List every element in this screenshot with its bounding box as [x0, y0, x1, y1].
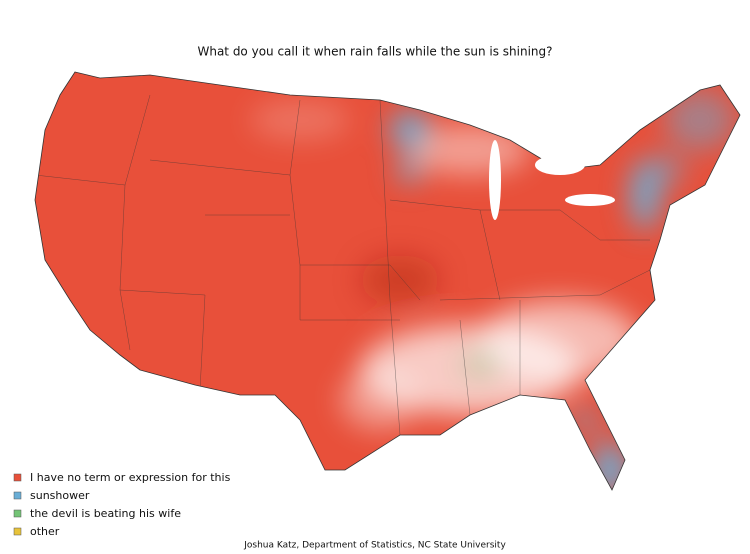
legend-label: other — [30, 525, 60, 538]
legend: I have no term or expression for this sun… — [13, 471, 231, 538]
legend-swatch — [13, 473, 22, 482]
credit: Joshua Katz, Department of Statistics, N… — [243, 541, 506, 551]
state-lines — [35, 94, 651, 436]
legend-label: I have no term or expression for this — [30, 471, 231, 484]
map-title: What do you call it when rain falls whil… — [197, 45, 552, 59]
legend-label: the devil is beating his wife — [30, 507, 181, 520]
lake-huron — [535, 155, 585, 175]
legend-swatch — [13, 527, 22, 536]
lake-michigan — [489, 140, 501, 220]
legend-label: sunshower — [30, 489, 90, 502]
lake-erie — [565, 194, 615, 206]
legend-swatch — [13, 491, 22, 500]
legend-swatch — [13, 509, 22, 518]
